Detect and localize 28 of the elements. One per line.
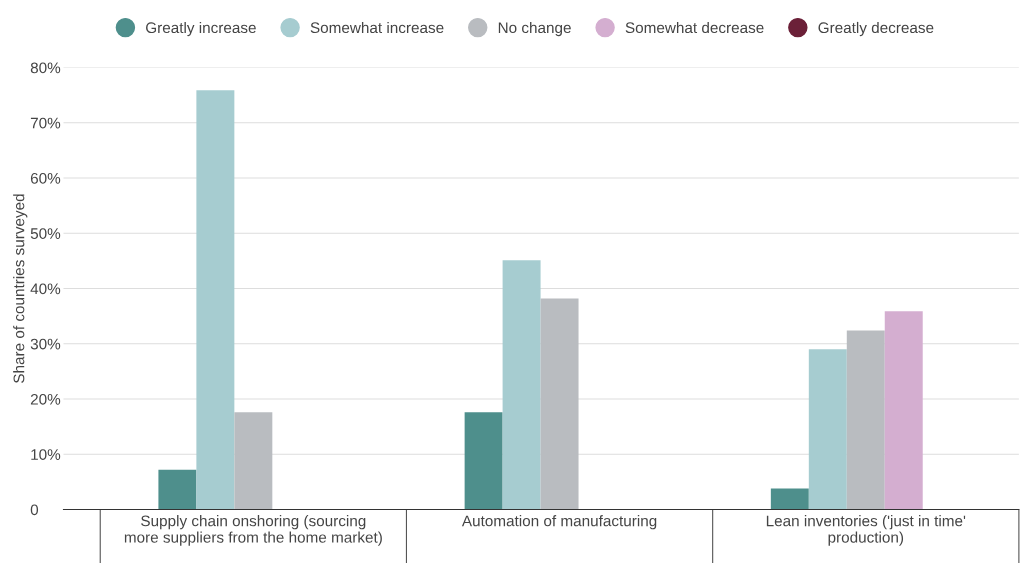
x-tick-label: Lean inventories ('just in time' production) bbox=[766, 515, 966, 546]
bar bbox=[846, 330, 885, 510]
legend-label: No change bbox=[498, 21, 571, 37]
y-tick-label: 30% bbox=[30, 338, 61, 350]
y-tick-label: 60% bbox=[30, 172, 61, 184]
legend-label: Greatly increase bbox=[146, 21, 256, 37]
bar bbox=[540, 298, 579, 510]
bar bbox=[770, 488, 809, 510]
y-tick-label: 20% bbox=[30, 393, 61, 405]
bar bbox=[808, 349, 847, 510]
bar bbox=[502, 260, 541, 510]
legend-label: Somewhat decrease bbox=[625, 21, 764, 34]
y-tick-label: 50% bbox=[30, 228, 61, 239]
y-axis-title: Share of countries surveyed bbox=[13, 194, 28, 383]
bar bbox=[158, 469, 197, 510]
x-tick-label: Automation of manufacturing bbox=[461, 515, 657, 530]
y-tick-label: 80% bbox=[30, 62, 61, 74]
y-tick-label: 10% bbox=[31, 449, 61, 460]
bar bbox=[234, 412, 273, 510]
bar bbox=[196, 90, 235, 510]
x-tick-label: Supply chain onshoring (sourcing more suppliers from the home market) bbox=[124, 515, 382, 546]
y-tick-label: 70% bbox=[30, 117, 61, 129]
legend-label: Somewhat increase bbox=[310, 21, 444, 34]
y-tick-label: 0 bbox=[30, 504, 39, 516]
y-tick-label: 40% bbox=[30, 283, 61, 295]
bar bbox=[464, 412, 503, 510]
bar bbox=[884, 311, 923, 510]
legend-label: Greatly decrease bbox=[818, 21, 934, 37]
